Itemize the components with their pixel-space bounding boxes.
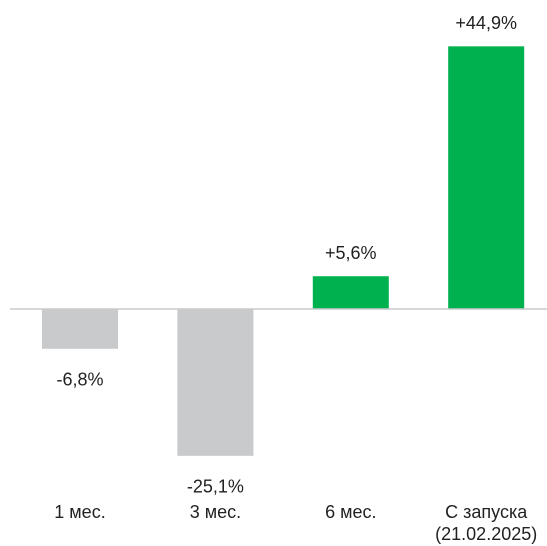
x-tick-label-line: (21.02.2025): [435, 524, 537, 544]
x-tick-label: 1 мес.: [54, 502, 105, 522]
x-tick-label: 6 мес.: [325, 502, 376, 522]
x-tick-label-line: С запуска: [445, 502, 528, 522]
x-tick-label-line: 3 мес.: [190, 502, 241, 522]
value-label: -6,8%: [56, 370, 103, 390]
x-tick-label: 3 мес.: [190, 502, 241, 522]
x-tick-label-line: 6 мес.: [325, 502, 376, 522]
bar: [42, 309, 118, 349]
x-tick-label: С запуска (21.02.2025): [435, 502, 537, 544]
value-label: +44,9%: [455, 13, 517, 33]
value-label: -25,1%: [187, 477, 244, 497]
bar: [177, 309, 254, 456]
bar: [312, 276, 389, 309]
x-tick-label-line: 1 мес.: [54, 502, 105, 522]
value-label: +5,6%: [325, 243, 377, 263]
bar: [448, 46, 525, 310]
